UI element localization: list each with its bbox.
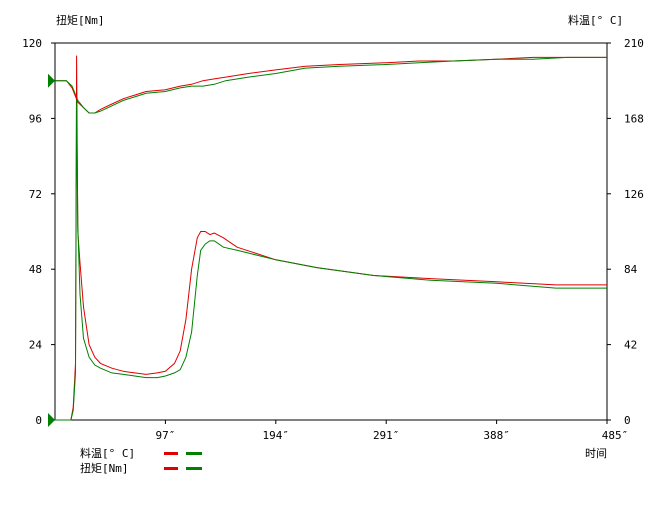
x-tick-label: 291″ <box>373 429 400 442</box>
x-tick-label: 97″ <box>155 429 175 442</box>
right-tick-label: 126 <box>624 188 644 201</box>
left-tick-label: 24 <box>29 339 43 352</box>
left-tick-label: 72 <box>29 188 42 201</box>
left-tick-label: 48 <box>29 263 42 276</box>
right-tick-label: 42 <box>624 339 637 352</box>
series-line-torque-run1 <box>55 55 607 421</box>
right-tick-label: 0 <box>624 414 631 427</box>
x-tick-label: 388″ <box>483 429 510 442</box>
left-axis-title: 扭矩[Nm] <box>56 14 105 27</box>
legend-item-temperature: 料温[° C] <box>80 446 210 460</box>
plot-frame <box>54 42 608 421</box>
x-axis-title: 时间 <box>585 447 607 460</box>
right-tick-label: 210 <box>624 37 644 50</box>
series-line-torque-run2 <box>55 99 607 421</box>
left-tick-label: 96 <box>29 112 42 125</box>
x-tick-label: 485″ <box>602 429 629 442</box>
legend-swatch-red <box>164 451 178 455</box>
legend-label: 扭矩[Nm] <box>80 462 129 475</box>
legend-swatch-green <box>186 451 202 455</box>
x-tick-label: 194″ <box>263 429 290 442</box>
left-tick-label: 0 <box>35 414 42 427</box>
start-marker-temperature <box>48 73 55 88</box>
right-tick-label: 84 <box>624 263 638 276</box>
start-marker-torque <box>48 413 55 427</box>
right-tick-label: 168 <box>624 112 644 125</box>
legend-item-torque: 扭矩[Nm] <box>80 461 210 475</box>
legend-swatch-red <box>164 466 178 470</box>
legend-swatch-green <box>186 466 202 470</box>
series-line-temperature-run1 <box>55 56 607 114</box>
right-axis-title: 料温[° C] <box>568 14 624 27</box>
legend-label: 料温[° C] <box>80 447 136 460</box>
series-line-temperature-run2 <box>55 56 607 114</box>
left-tick-label: 120 <box>22 37 42 50</box>
